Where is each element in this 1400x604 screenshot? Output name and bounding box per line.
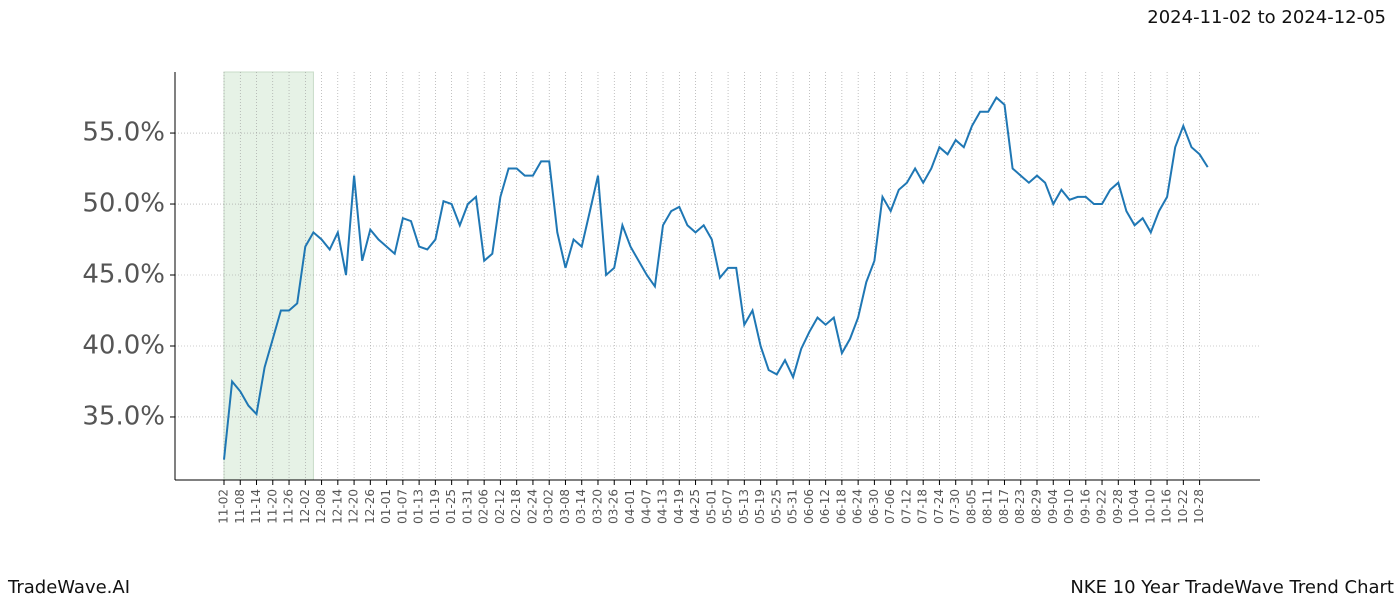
- x-tick-label: 08-29: [1030, 489, 1044, 524]
- y-tick-label: 45.0%: [82, 260, 165, 290]
- x-tick-label: 02-24: [525, 489, 539, 524]
- x-tick-label: 02-18: [509, 489, 523, 524]
- x-tick-label: 01-19: [428, 489, 442, 524]
- highlight-band: [223, 71, 314, 481]
- x-tick-label: 01-25: [444, 489, 458, 524]
- x-tick-label: 03-26: [607, 489, 621, 524]
- x-tick-label: 01-13: [412, 489, 426, 524]
- x-tick-label: 04-13: [656, 489, 670, 524]
- x-tick-label: 03-02: [542, 489, 556, 524]
- x-tick-label: 09-16: [1078, 489, 1092, 524]
- x-tick-label: 09-22: [1095, 489, 1109, 524]
- x-tick-label: 03-14: [574, 489, 588, 524]
- y-tick-label: 55.0%: [82, 118, 165, 148]
- x-tick-label: 12-08: [314, 489, 328, 524]
- x-tick-label: 08-23: [1013, 489, 1027, 524]
- x-tick-label: 06-30: [867, 489, 881, 524]
- x-tick-label: 05-19: [753, 489, 767, 524]
- x-tick-label: 06-18: [834, 489, 848, 524]
- x-tick-label: 11-20: [265, 489, 279, 524]
- x-tick-label: 11-26: [282, 489, 296, 524]
- x-tick-label: 05-31: [786, 489, 800, 524]
- x-tick-label: 11-02: [217, 489, 231, 524]
- x-tick-label: 07-18: [916, 489, 930, 524]
- x-tick-label: 11-14: [249, 489, 263, 524]
- x-tick-label: 05-13: [737, 489, 751, 524]
- x-tick-label: 06-24: [851, 489, 865, 524]
- x-tick-label: 10-28: [1192, 489, 1206, 524]
- x-tick-label: 11-08: [233, 489, 247, 524]
- x-tick-label: 04-01: [623, 489, 637, 524]
- x-tick-label: 07-12: [899, 489, 913, 524]
- x-tick-label: 01-01: [379, 489, 393, 524]
- x-tick-label: 05-07: [721, 489, 735, 524]
- x-tick-label: 12-20: [347, 489, 361, 524]
- x-tick-label: 08-05: [964, 489, 978, 524]
- x-tick-label: 12-14: [330, 489, 344, 524]
- x-tick-label: 04-07: [639, 489, 653, 524]
- x-tick-label: 10-04: [1127, 489, 1141, 524]
- x-tick-label: 09-10: [1062, 489, 1076, 524]
- x-tick-label: 12-02: [298, 489, 312, 524]
- x-tick-label: 03-20: [590, 489, 604, 524]
- x-tick-label: 06-06: [802, 489, 816, 524]
- subtitle: 2024-11-02 to 2024-12-05: [1147, 7, 1386, 28]
- watermark: TradeWave.AI: [7, 577, 130, 598]
- x-tick-label: 05-25: [769, 489, 783, 524]
- chart-title: NKE 10 Year TradeWave Trend Chart: [1070, 577, 1394, 598]
- x-tick-label: 12-26: [363, 489, 377, 524]
- y-tick-label: 40.0%: [82, 330, 165, 360]
- x-tick-label: 01-31: [460, 489, 474, 524]
- x-tick-label: 08-11: [981, 489, 995, 524]
- x-tick-label: 04-25: [688, 489, 702, 524]
- x-tick-label: 10-10: [1143, 489, 1157, 524]
- x-tick-label: 01-07: [395, 489, 409, 524]
- x-tick-label: 04-19: [672, 489, 686, 524]
- x-tick-label: 08-17: [997, 489, 1011, 524]
- x-tick-label: 10-16: [1160, 489, 1174, 524]
- x-tick-label: 07-24: [932, 489, 946, 524]
- x-tick-label: 05-01: [704, 489, 718, 524]
- x-tick-label: 09-28: [1111, 489, 1125, 524]
- x-tick-label: 02-12: [493, 489, 507, 524]
- x-tick-label: 07-06: [883, 489, 897, 524]
- y-tick-label: 50.0%: [82, 189, 165, 219]
- x-tick-label: 02-06: [477, 489, 491, 524]
- x-tick-label: 03-08: [558, 489, 572, 524]
- x-tick-label: 10-22: [1176, 489, 1190, 524]
- x-tick-label: 06-12: [818, 489, 832, 524]
- x-tick-label: 09-04: [1046, 489, 1060, 524]
- y-tick-label: 35.0%: [82, 401, 165, 431]
- trend-line: [223, 96, 1209, 460]
- x-tick-label: 07-30: [948, 489, 962, 524]
